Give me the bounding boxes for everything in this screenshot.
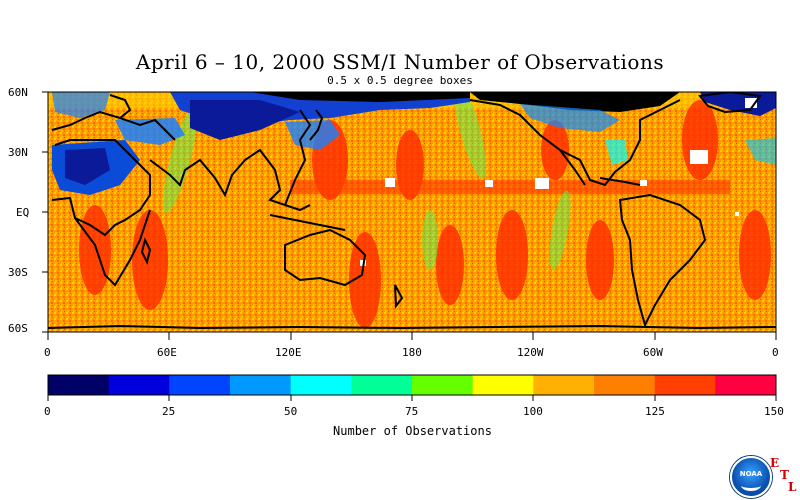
lat-label-eq: EQ bbox=[16, 206, 30, 219]
logo-text: NOAA bbox=[739, 470, 763, 478]
colorbar-label-150: 150 bbox=[764, 405, 784, 418]
etl-letter-t: T bbox=[780, 468, 789, 482]
high-count-swaths bbox=[79, 100, 771, 328]
low-count-gaps bbox=[162, 92, 571, 270]
lat-ticks bbox=[42, 91, 48, 333]
colorbar-swatch bbox=[230, 375, 292, 395]
colorbar-label-75: 75 bbox=[405, 405, 419, 418]
colorbar-swatch bbox=[108, 375, 170, 395]
colorbar-swatch bbox=[654, 375, 716, 395]
logo-bird-icon bbox=[741, 480, 761, 491]
lat-label-60n: 60N bbox=[8, 86, 28, 99]
colorbar-label-100: 100 bbox=[523, 405, 543, 418]
colorbar-swatch bbox=[48, 375, 110, 395]
colorbar-swatch bbox=[351, 375, 413, 395]
colorbar-title: Number of Observations bbox=[333, 424, 492, 438]
sahara-low-count bbox=[52, 118, 185, 195]
colorbar-swatch bbox=[169, 375, 231, 395]
map-title: April 6 – 10, 2000 SSM/I Number of Obser… bbox=[135, 50, 665, 74]
lon-label-180: 180 bbox=[402, 346, 422, 359]
colorbar-ticks bbox=[47, 395, 777, 401]
etl-letter-l: L bbox=[788, 480, 797, 494]
lon-label-0-left: 0 bbox=[44, 346, 51, 359]
etl-letter-e: E bbox=[770, 456, 780, 470]
colorbar-label-50: 50 bbox=[284, 405, 298, 418]
lon-label-120w: 120W bbox=[517, 346, 544, 359]
colorbar-swatch bbox=[290, 375, 352, 395]
colorbar-label-0: 0 bbox=[44, 405, 51, 418]
lon-label-120e: 120E bbox=[275, 346, 302, 359]
colorbar-swatch bbox=[472, 375, 534, 395]
lat-label-30s: 30S bbox=[8, 266, 28, 279]
colorbar-swatch bbox=[715, 375, 777, 395]
asia-low-count bbox=[170, 92, 470, 150]
europe-greenland-low-count bbox=[52, 92, 776, 165]
lon-label-0-right: 0 bbox=[772, 346, 779, 359]
colorbar-label-25: 25 bbox=[162, 405, 176, 418]
noaa-logo-icon: NOAA bbox=[730, 456, 772, 498]
lat-label-60s: 60S bbox=[8, 322, 28, 335]
colorbar-swatch bbox=[412, 375, 474, 395]
colorbar-swatch bbox=[594, 375, 656, 395]
colorbar-label-125: 125 bbox=[645, 405, 665, 418]
north-america-low-count bbox=[470, 92, 680, 165]
lon-label-60e: 60E bbox=[157, 346, 177, 359]
lon-label-60w: 60W bbox=[643, 346, 663, 359]
lat-label-30n: 30N bbox=[8, 146, 28, 159]
coastlines bbox=[48, 92, 776, 330]
colorbar bbox=[48, 375, 777, 395]
map-field bbox=[48, 92, 776, 332]
colorbar-swatch bbox=[533, 375, 595, 395]
map-subtitle: 0.5 x 0.5 degree boxes bbox=[327, 74, 473, 87]
lon-ticks bbox=[47, 332, 777, 340]
